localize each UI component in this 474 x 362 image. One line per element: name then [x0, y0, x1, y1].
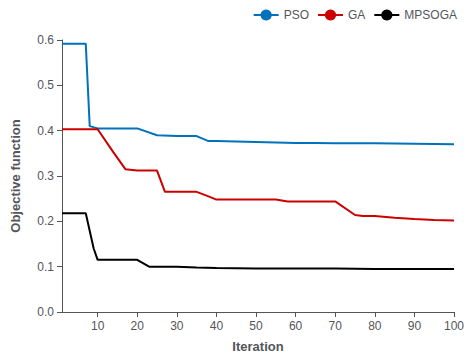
svg-text:80: 80	[368, 319, 382, 333]
svg-text:60: 60	[289, 319, 303, 333]
svg-text:0.5: 0.5	[37, 78, 54, 92]
svg-text:40: 40	[210, 319, 224, 333]
svg-text:50: 50	[249, 319, 263, 333]
svg-text:0.6: 0.6	[37, 33, 54, 47]
svg-text:Iteration: Iteration	[232, 339, 283, 354]
svg-text:0.3: 0.3	[37, 169, 54, 183]
svg-text:90: 90	[408, 319, 422, 333]
svg-text:0.1: 0.1	[37, 260, 54, 274]
svg-text:MPSOGA: MPSOGA	[404, 8, 457, 22]
svg-text:0.4: 0.4	[37, 124, 54, 138]
svg-text:Objective function: Objective function	[8, 119, 23, 232]
svg-text:0.0: 0.0	[37, 305, 54, 319]
svg-text:GA: GA	[348, 8, 365, 22]
svg-text:100: 100	[444, 319, 464, 333]
svg-text:0.2: 0.2	[37, 214, 54, 228]
svg-text:30: 30	[170, 319, 184, 333]
svg-text:PSO: PSO	[284, 8, 309, 22]
svg-text:20: 20	[131, 319, 145, 333]
svg-text:10: 10	[91, 319, 105, 333]
svg-text:70: 70	[329, 319, 343, 333]
